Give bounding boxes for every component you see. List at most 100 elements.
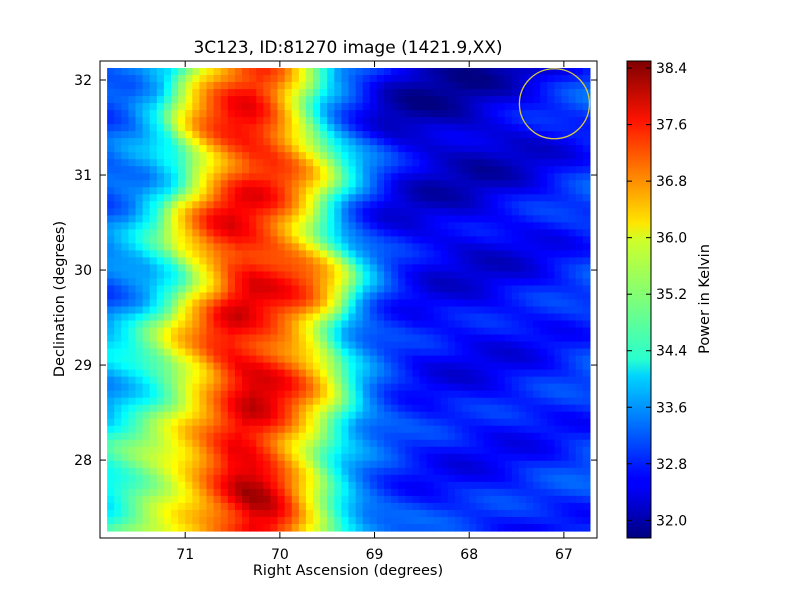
heatmap-cell (341, 264, 350, 273)
heatmap-cell (107, 68, 115, 76)
heatmap-cell (327, 264, 335, 273)
heatmap-cell (455, 432, 463, 441)
heatmap-cell (298, 453, 307, 462)
heatmap-cell (121, 306, 129, 315)
heatmap-cell (263, 432, 271, 441)
heatmap-cell (561, 481, 570, 490)
heatmap-cell (206, 439, 215, 448)
heatmap-cell (582, 194, 591, 202)
heatmap-cell (582, 334, 591, 343)
heatmap-cell (199, 103, 208, 111)
heatmap-cell (483, 292, 492, 301)
heatmap-cell (384, 334, 392, 343)
heatmap-cell (476, 243, 484, 251)
heatmap-cell (163, 481, 172, 490)
heatmap-cell (455, 327, 463, 336)
heatmap-cell (348, 383, 357, 392)
heatmap-cell (320, 397, 328, 406)
heatmap-cell (256, 75, 264, 83)
heatmap-cell (405, 250, 413, 259)
heatmap-cell (277, 243, 286, 251)
heatmap-cell (384, 446, 392, 455)
heatmap-cell (355, 187, 364, 195)
heatmap-cell (121, 82, 129, 90)
heatmap-cell (412, 369, 421, 378)
heatmap-cell (242, 292, 250, 301)
heatmap-cell (242, 383, 250, 392)
heatmap-cell (440, 306, 449, 315)
heatmap-cell (213, 208, 222, 216)
heatmap-cell (178, 236, 186, 244)
heatmap-cell (213, 180, 222, 188)
heatmap-cell (447, 173, 456, 181)
heatmap-cell (341, 166, 350, 174)
heatmap-cell (561, 96, 570, 104)
heatmap-cell (156, 369, 165, 378)
heatmap-cell (291, 68, 300, 76)
heatmap-cell (213, 89, 222, 97)
heatmap-cell (234, 201, 243, 209)
heatmap-cell (561, 82, 570, 90)
heatmap-cell (561, 222, 570, 230)
heatmap-cell (128, 369, 137, 378)
heatmap-cell (284, 341, 293, 350)
heatmap-cell (277, 75, 286, 83)
heatmap-cell (234, 509, 243, 518)
heatmap-cell (220, 131, 229, 139)
heatmap-cell (426, 278, 435, 287)
heatmap-cell (327, 432, 335, 441)
heatmap-cell (419, 124, 428, 132)
heatmap-cell (313, 292, 321, 301)
heatmap-cell (263, 201, 271, 209)
heatmap-cell (447, 82, 456, 90)
heatmap-cell (511, 495, 520, 504)
heatmap-cell (277, 334, 286, 343)
heatmap-cell (469, 257, 477, 266)
heatmap-cell (540, 439, 548, 448)
heatmap-cell (128, 467, 137, 476)
heatmap-cell (341, 474, 350, 483)
heatmap-cell (313, 257, 321, 266)
heatmap-cell (412, 383, 421, 392)
heatmap-cell (568, 460, 577, 469)
heatmap-cell (533, 180, 541, 188)
heatmap-cell (547, 180, 555, 188)
heatmap-cell (327, 208, 335, 216)
heatmap-cell (185, 376, 193, 385)
heatmap-cell (540, 418, 548, 427)
heatmap-cell (128, 75, 137, 83)
heatmap-cell (440, 208, 449, 216)
heatmap-cell (171, 509, 179, 518)
heatmap-cell (206, 355, 215, 364)
heatmap-cell (355, 264, 364, 273)
heatmap-cell (149, 145, 158, 153)
heatmap-cell (277, 180, 286, 188)
heatmap-cell (490, 362, 499, 371)
heatmap-cell (575, 103, 584, 111)
heatmap-cell (227, 82, 236, 90)
heatmap-cell (121, 334, 129, 343)
heatmap-cell (511, 313, 520, 322)
heatmap-cell (291, 271, 300, 280)
heatmap-cell (163, 439, 172, 448)
heatmap-cell (547, 187, 555, 195)
heatmap-cell (263, 390, 271, 399)
heatmap-cell (490, 278, 499, 287)
heatmap-cell (561, 502, 570, 511)
heatmap-cell (490, 271, 499, 280)
heatmap-cell (341, 152, 350, 160)
heatmap-cell (575, 285, 584, 294)
heatmap-cell (313, 243, 321, 251)
heatmap-cell (341, 467, 350, 476)
heatmap-cell (320, 138, 328, 146)
heatmap-cell (263, 453, 271, 462)
heatmap-cell (128, 523, 137, 532)
heatmap-cell (220, 446, 229, 455)
heatmap-cell (206, 495, 215, 504)
heatmap-cell (320, 376, 328, 385)
heatmap-cell (256, 89, 264, 97)
heatmap-cell (199, 439, 208, 448)
heatmap-cell (462, 243, 470, 251)
heatmap-cell (270, 306, 279, 315)
heatmap-cell (178, 446, 186, 455)
